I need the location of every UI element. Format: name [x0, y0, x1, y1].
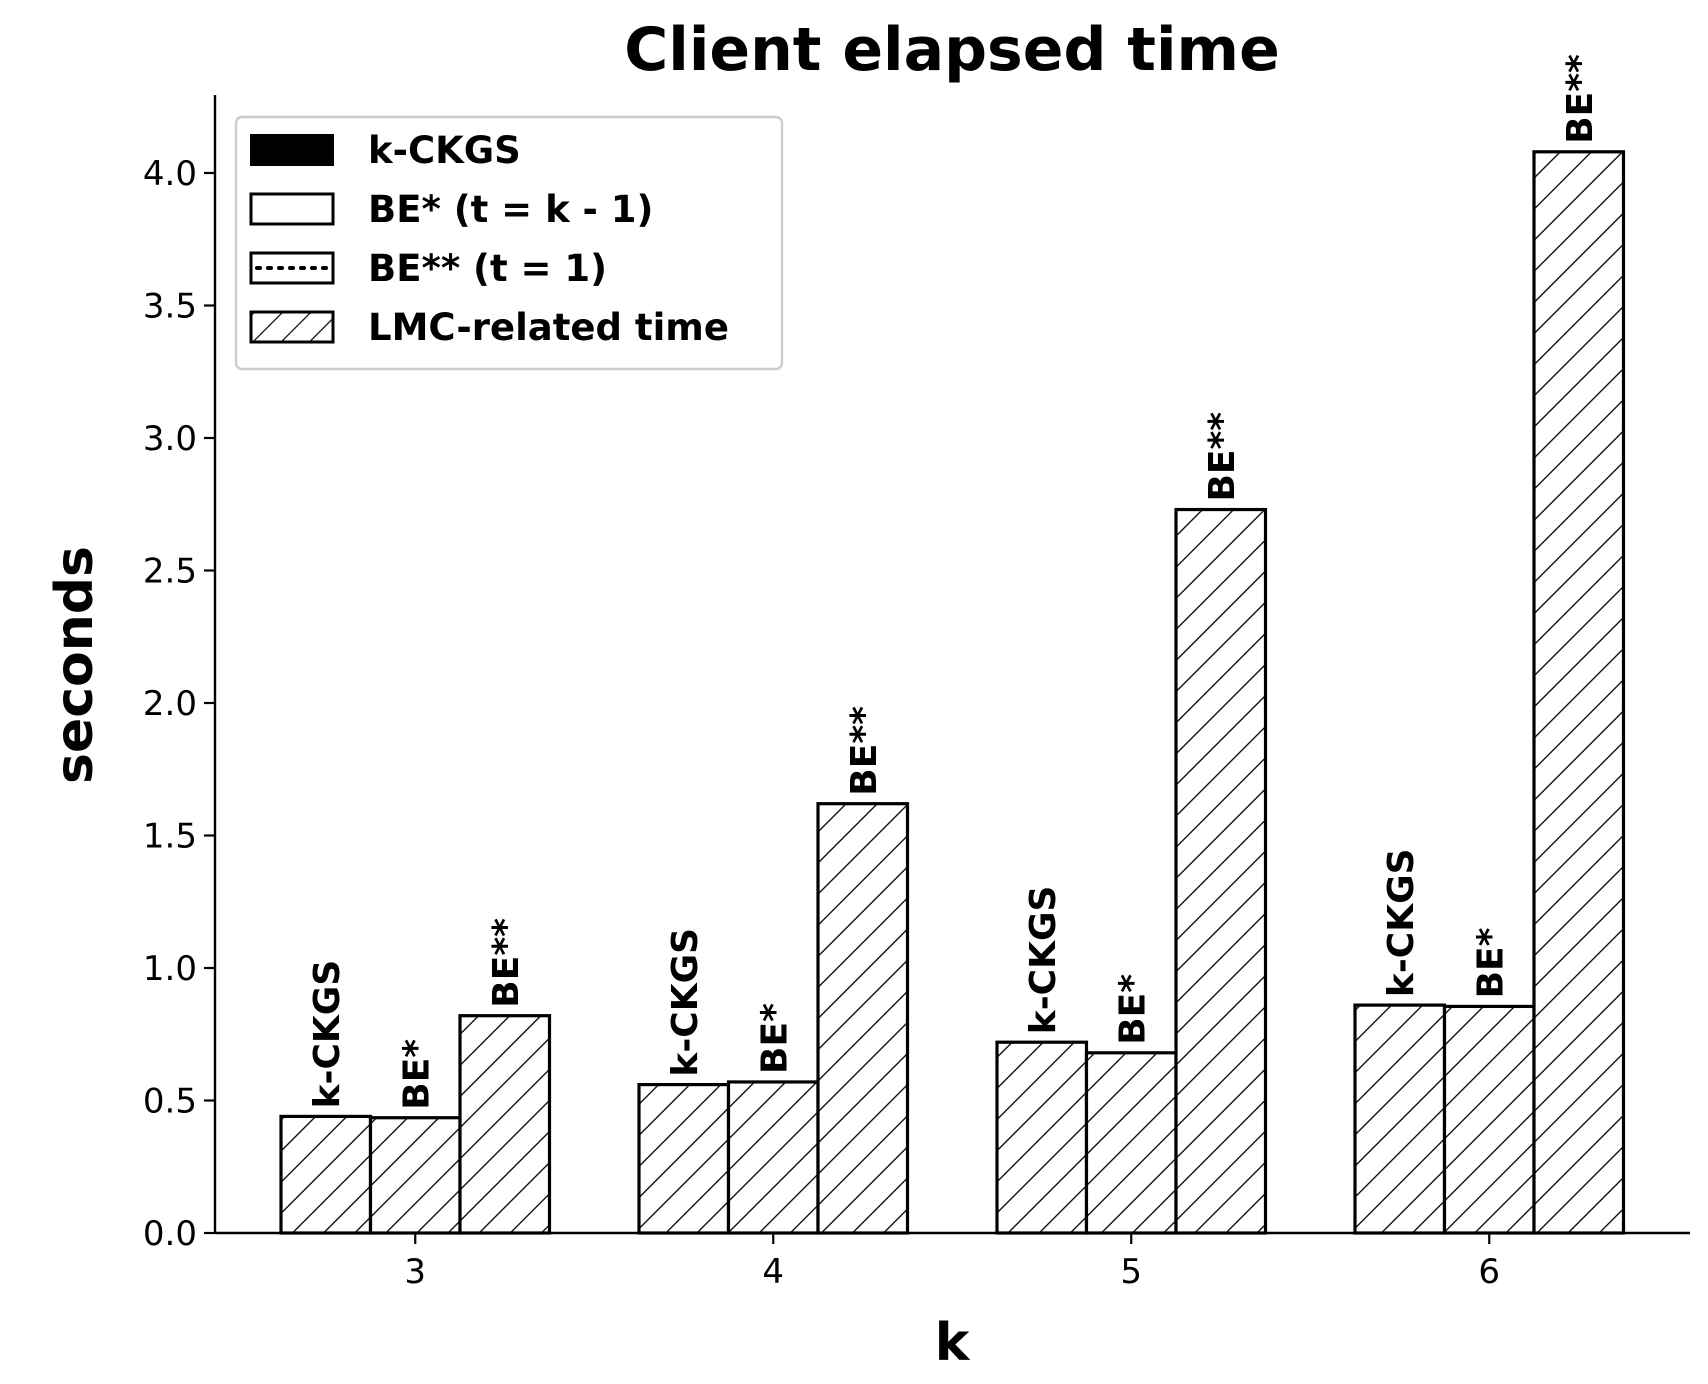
bar-bestarstar-k5: [1174, 507, 1268, 1235]
bar-label: k-CKGS: [1381, 848, 1422, 997]
y-tick-label: 0.0: [143, 1214, 197, 1254]
x-tick-label: 6: [1478, 1252, 1500, 1292]
legend-swatch: [249, 251, 335, 285]
legend-swatch: [250, 134, 334, 166]
legend-label: BE* (t = k - 1): [368, 188, 653, 231]
bar-label: BE**: [1202, 412, 1243, 502]
bar-label: BE*: [1470, 927, 1511, 998]
bar-label: BE*: [396, 1039, 437, 1110]
x-tick-label: 4: [762, 1252, 784, 1292]
bar-bestar-k4: [726, 1080, 820, 1235]
y-axis-label: seconds: [45, 546, 105, 784]
y-tick-label: 3.5: [143, 287, 197, 327]
bar-bestarstar-k3: [458, 1014, 552, 1235]
x-tick-label: 3: [404, 1252, 426, 1292]
x-axis-label: k: [935, 1313, 971, 1373]
bar-label: k-CKGS: [1023, 886, 1064, 1035]
x-tick-label: 5: [1120, 1252, 1142, 1292]
bar-k-ckgs-k6: [1353, 1003, 1447, 1235]
bar-bestar-k5: [1084, 1051, 1178, 1235]
bar-bestarstar-k4: [816, 802, 910, 1235]
y-tick-label: 1.0: [143, 949, 197, 989]
legend-box: [234, 115, 784, 371]
y-tick-label: 3.0: [143, 419, 197, 459]
bar-k-ckgs-k3: [279, 1114, 373, 1235]
y-tick-label: 0.5: [143, 1082, 197, 1122]
axes-layer: 0.0 0.5 1.0 1.5 2.0 2.5 3.0 3.5 4.0 3 4 5 6: [143, 95, 1690, 1292]
bar-bestar-k3: [368, 1116, 462, 1235]
bar-k-ckgs-k4: [637, 1082, 731, 1235]
bar-label: k-CKGS: [665, 928, 706, 1077]
y-tick-label: 2.5: [143, 552, 197, 592]
legend-swatch: [249, 192, 335, 226]
bar-k-ckgs-k5: [995, 1040, 1089, 1235]
bar-label: BE*: [754, 1003, 795, 1074]
bar-bestarstar-k6: [1532, 150, 1626, 1235]
bar-label: k-CKGS: [307, 960, 348, 1109]
legend-label: LMC-related time: [368, 306, 729, 349]
y-tick-label: 4.0: [143, 154, 197, 194]
bar-label: BE**: [1560, 54, 1601, 144]
bars-layer: k-CKGS BE* BE** k-CKGS BE* BE** k-CKGS BE* BE** k…: [279, 54, 1626, 1235]
bar-label: BE**: [844, 706, 885, 796]
y-tick-label: 1.5: [143, 817, 197, 857]
y-tick-label: 2.0: [143, 684, 197, 724]
chart-title: Client elapsed time: [624, 15, 1280, 85]
bar-label: BE*: [1112, 974, 1153, 1045]
bar-label: BE**: [486, 918, 527, 1008]
legend: k-CKGS BE* (t = k - 1) BE** (t = 1) LMC-rel…: [234, 115, 784, 371]
legend-label: BE** (t = 1): [368, 247, 607, 290]
legend-swatch: [249, 310, 335, 344]
bar-bestar-k6: [1442, 1004, 1536, 1235]
legend-label: k-CKGS: [368, 129, 521, 172]
